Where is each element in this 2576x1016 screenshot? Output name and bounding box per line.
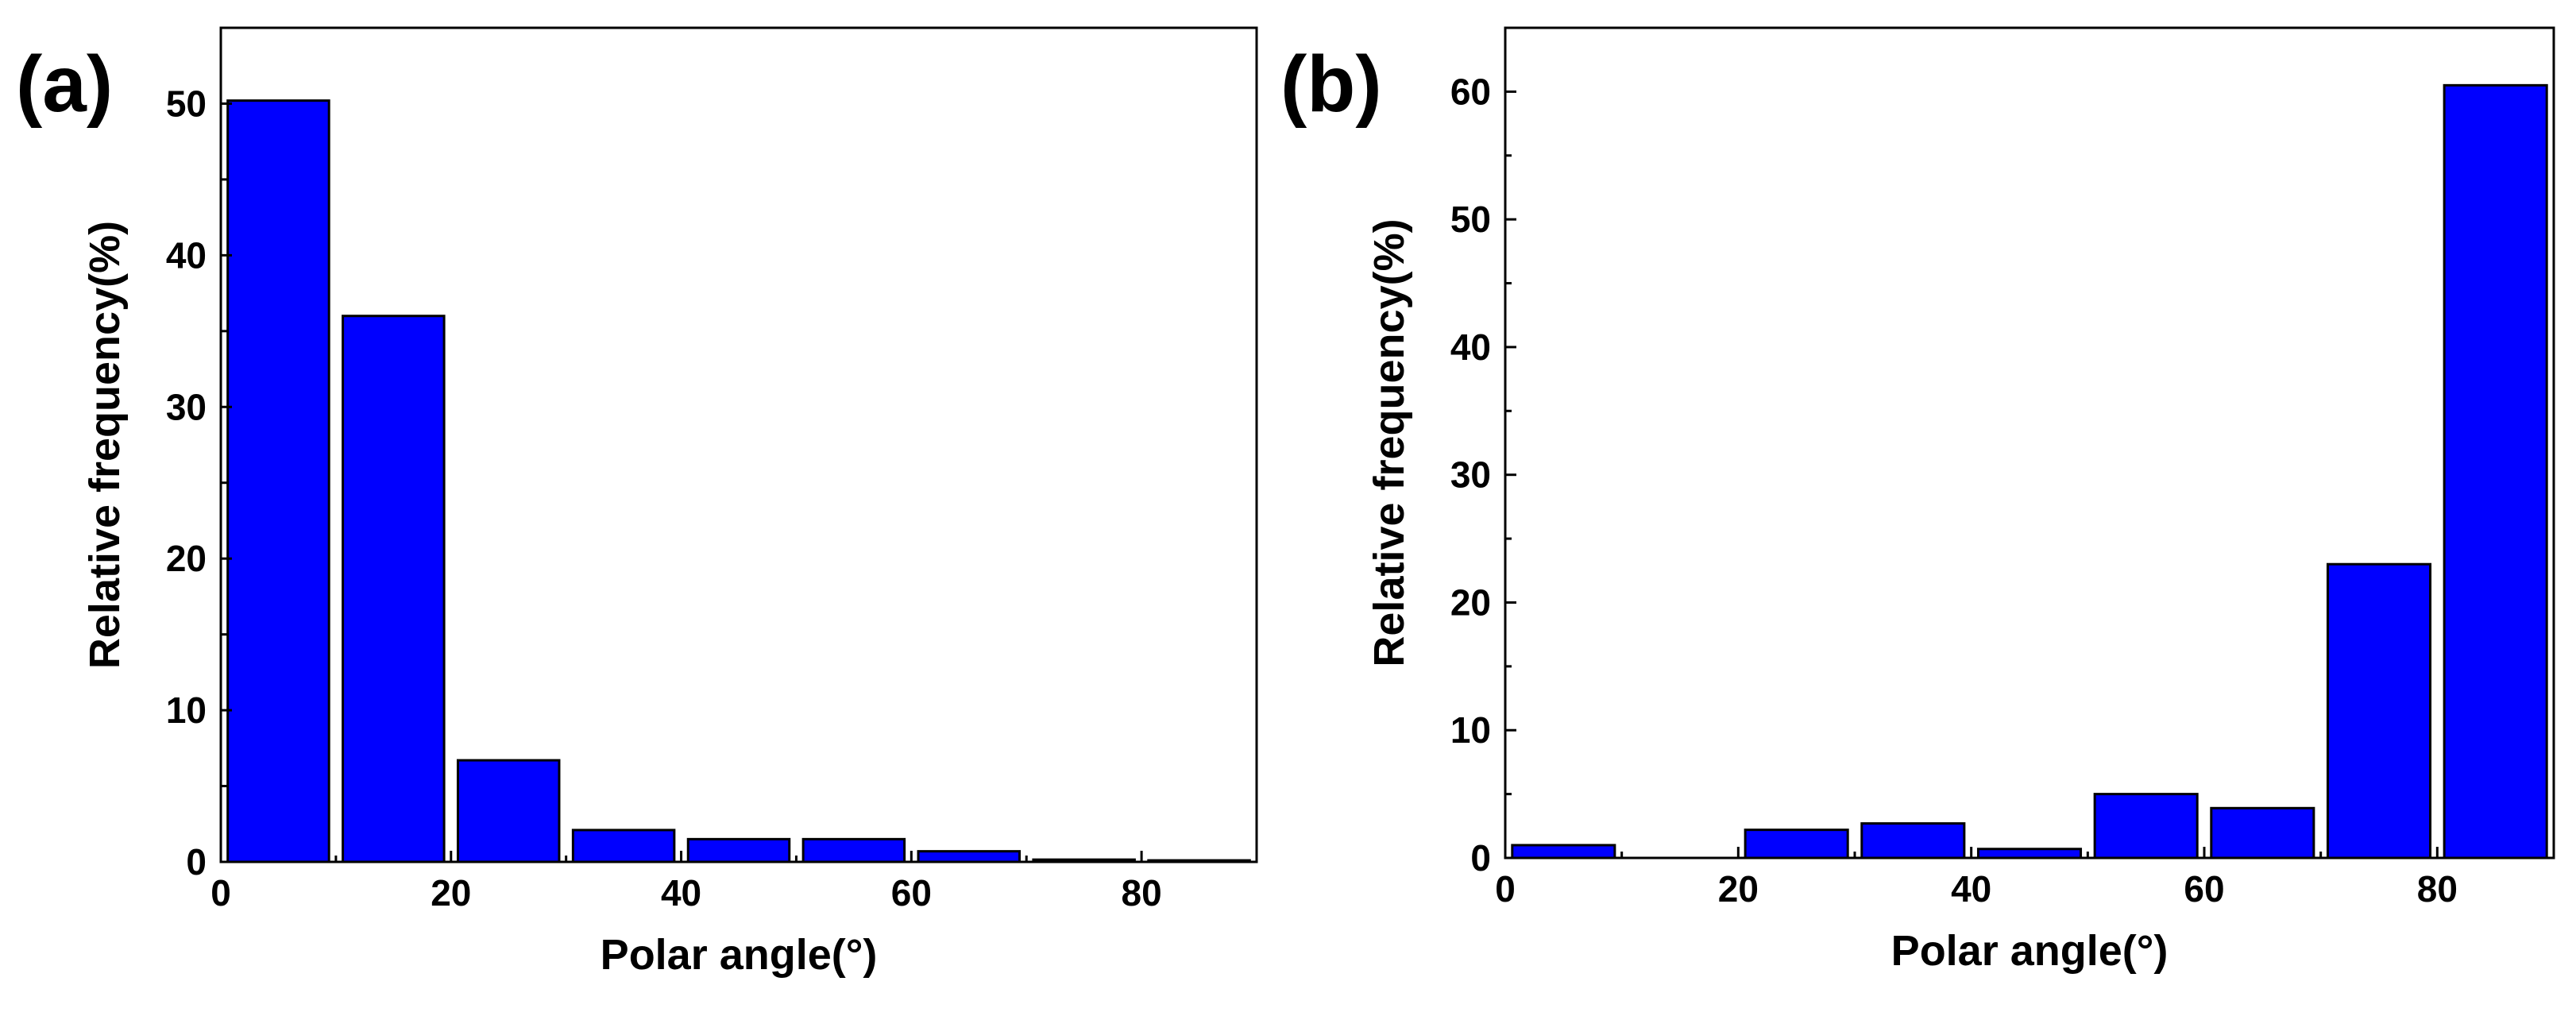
x-axis-title-a: Polar angle(°): [601, 931, 878, 979]
bar-b-60-70: [2210, 806, 2315, 860]
x-tick-label-a-60: 60: [891, 872, 932, 914]
bar-a-0-10: [226, 99, 330, 863]
bar-b-70-80: [2326, 562, 2432, 860]
plot-frame-a: [219, 26, 1258, 863]
y-axis-title-b: Relative frequency(%): [1365, 218, 1413, 666]
y-tick-label-a-30: 30: [166, 386, 207, 427]
bar-b-0-10: [1511, 844, 1616, 860]
x-tick-label-b-40: 40: [1951, 868, 1991, 910]
x-tick-label-a-40: 40: [661, 872, 701, 914]
y-axis-title-a: Relative frequency(%): [81, 221, 129, 669]
panel-label-a: (a): [16, 40, 113, 129]
bar-b-30-40: [1860, 822, 1966, 860]
x-axis-title-b: Polar angle(°): [1891, 927, 2169, 975]
bar-a-40-50: [686, 837, 791, 863]
y-tick-label-b-20: 20: [1450, 581, 1491, 623]
x-tick-label-a-20: 20: [431, 872, 471, 914]
y-tick-label-a-40: 40: [166, 234, 207, 276]
x-tick-label-b-60: 60: [2184, 868, 2224, 910]
y-tick-label-a-50: 50: [166, 83, 207, 124]
panel-label-b: (b): [1280, 40, 1382, 129]
plot-frame-b: [1504, 26, 2555, 860]
x-tick-label-b-0: 0: [1495, 868, 1516, 910]
x-tick-label-b-20: 20: [1718, 868, 1759, 910]
bar-b-80-90: [2443, 83, 2548, 860]
y-tick-label-b-40: 40: [1450, 326, 1491, 368]
x-tick-label-a-0: 0: [210, 872, 231, 914]
y-tick-label-a-0: 0: [186, 841, 207, 883]
bar-b-50-60: [2093, 793, 2199, 860]
bar-a-60-70: [917, 850, 1022, 863]
y-tick-label-b-30: 30: [1450, 454, 1491, 496]
bar-a-10-20: [342, 315, 446, 863]
bar-a-50-60: [801, 837, 906, 863]
y-tick-label-a-10: 10: [166, 690, 207, 731]
y-tick-label-b-60: 60: [1450, 71, 1491, 112]
y-tick-label-b-50: 50: [1450, 199, 1491, 240]
x-tick-label-a-80: 80: [1122, 872, 1162, 914]
x-tick-label-b-80: 80: [2417, 868, 2458, 910]
y-tick-label-a-20: 20: [166, 538, 207, 579]
bar-b-20-30: [1744, 829, 1849, 860]
y-tick-label-b-0: 0: [1470, 837, 1491, 879]
bar-a-30-40: [571, 829, 676, 863]
y-tick-label-b-10: 10: [1450, 709, 1491, 751]
bar-a-20-30: [456, 759, 561, 863]
bar-b-40-50: [1976, 848, 2083, 860]
